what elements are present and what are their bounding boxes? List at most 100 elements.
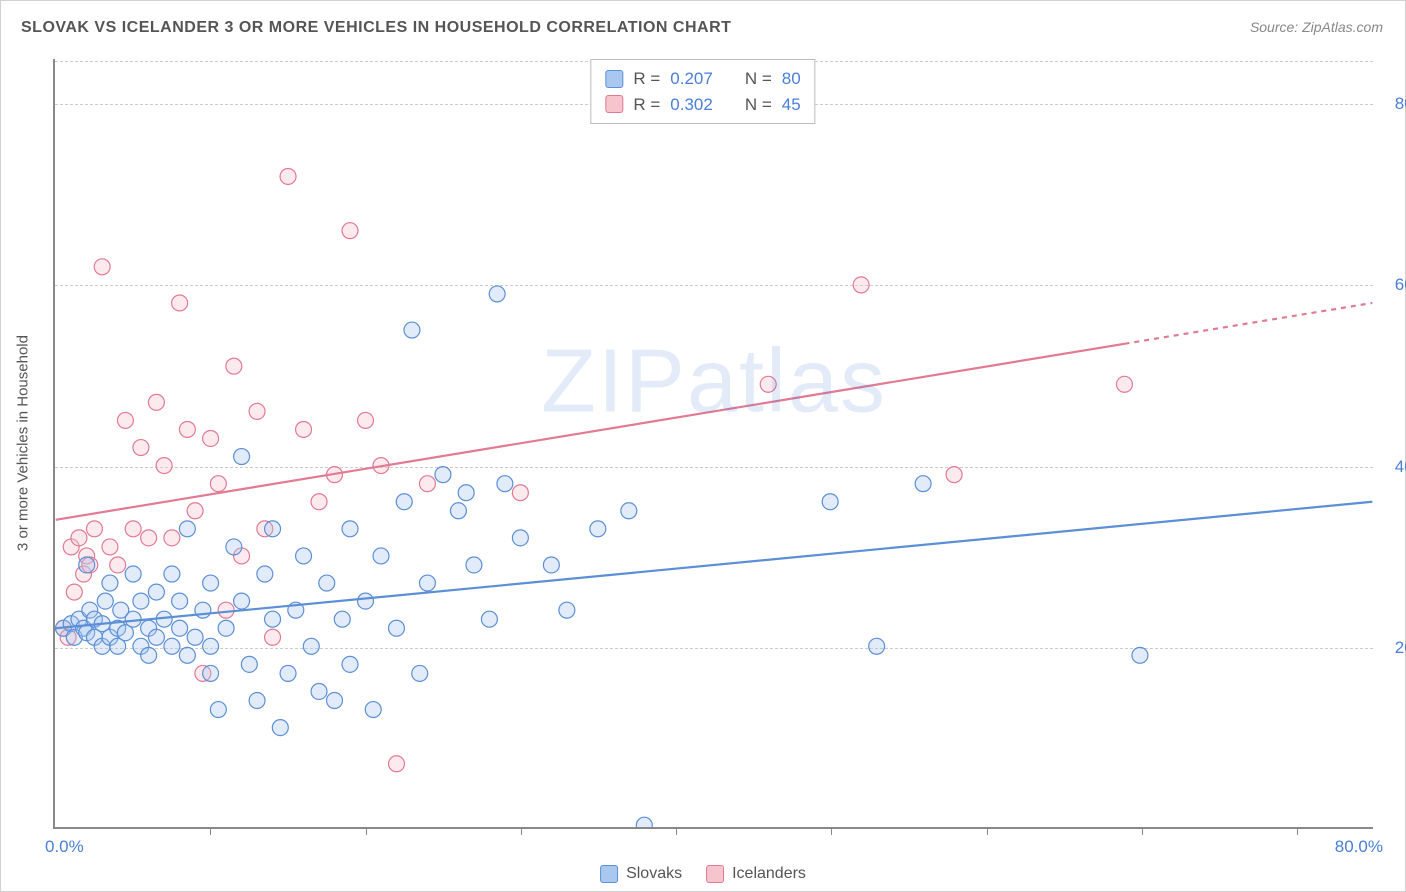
data-point-slovaks <box>404 322 420 338</box>
legend-label-slovaks: Slovaks <box>626 865 682 883</box>
data-point-slovaks <box>358 593 374 609</box>
data-point-icelanders <box>210 476 226 492</box>
x-tick <box>1297 827 1298 835</box>
data-point-slovaks <box>210 702 226 718</box>
data-point-slovaks <box>303 638 319 654</box>
data-point-slovaks <box>450 503 466 519</box>
y-tick-label: 60.0% <box>1383 275 1406 295</box>
data-point-icelanders <box>164 530 180 546</box>
data-point-slovaks <box>234 449 250 465</box>
data-point-slovaks <box>203 665 219 681</box>
data-point-icelanders <box>94 259 110 275</box>
data-point-icelanders <box>512 485 528 501</box>
data-point-slovaks <box>187 629 203 645</box>
data-point-slovaks <box>327 693 343 709</box>
data-point-slovaks <box>97 593 113 609</box>
data-point-slovaks <box>543 557 559 573</box>
source-prefix: Source: <box>1250 19 1302 35</box>
data-point-icelanders <box>342 223 358 239</box>
data-point-icelanders <box>117 412 133 428</box>
x-tick <box>676 827 677 835</box>
data-point-icelanders <box>419 476 435 492</box>
y-axis-label: 3 or more Vehicles in Household <box>15 335 32 551</box>
legend-label-icelanders: Icelanders <box>732 865 806 883</box>
data-point-slovaks <box>164 566 180 582</box>
swatch-icelanders <box>605 95 623 113</box>
legend-item-icelanders: Icelanders <box>706 865 806 883</box>
data-point-slovaks <box>497 476 513 492</box>
data-point-icelanders <box>187 503 203 519</box>
data-point-slovaks <box>458 485 474 501</box>
chart-svg <box>55 59 1373 827</box>
data-point-icelanders <box>946 467 962 483</box>
data-point-slovaks <box>915 476 931 492</box>
data-point-slovaks <box>249 693 265 709</box>
x-tick <box>831 827 832 835</box>
data-point-icelanders <box>141 530 157 546</box>
data-point-icelanders <box>86 521 102 537</box>
data-point-slovaks <box>512 530 528 546</box>
r-value-slovaks: 0.207 <box>670 66 713 92</box>
data-point-slovaks <box>164 638 180 654</box>
data-point-slovaks <box>311 683 327 699</box>
data-point-slovaks <box>412 665 428 681</box>
legend-swatch-icelanders <box>706 865 724 883</box>
bottom-legend: Slovaks Icelanders <box>600 865 806 883</box>
data-point-icelanders <box>853 277 869 293</box>
data-point-icelanders <box>296 421 312 437</box>
data-point-icelanders <box>110 557 126 573</box>
data-point-icelanders <box>388 756 404 772</box>
data-point-icelanders <box>156 458 172 474</box>
r-value-icelanders: 0.302 <box>670 92 713 118</box>
swatch-slovaks <box>605 70 623 88</box>
data-point-icelanders <box>148 394 164 410</box>
data-point-slovaks <box>133 593 149 609</box>
data-point-icelanders <box>172 295 188 311</box>
data-point-slovaks <box>334 611 350 627</box>
legend-swatch-slovaks <box>600 865 618 883</box>
data-point-slovaks <box>342 521 358 537</box>
data-point-slovaks <box>172 593 188 609</box>
data-point-icelanders <box>179 421 195 437</box>
x-max-label: 80.0% <box>1335 837 1383 857</box>
trend-line-dashed-icelanders <box>1124 303 1372 344</box>
source-attribution: Source: ZipAtlas.com <box>1250 19 1383 35</box>
data-point-slovaks <box>466 557 482 573</box>
data-point-slovaks <box>125 566 141 582</box>
data-point-icelanders <box>66 584 82 600</box>
data-point-icelanders <box>226 358 242 374</box>
data-point-slovaks <box>621 503 637 519</box>
stats-row-icelanders: R = 0.302 N = 45 <box>605 92 800 118</box>
data-point-icelanders <box>71 530 87 546</box>
data-point-slovaks <box>396 494 412 510</box>
legend-item-slovaks: Slovaks <box>600 865 682 883</box>
x-tick <box>987 827 988 835</box>
data-point-slovaks <box>590 521 606 537</box>
data-point-slovaks <box>280 665 296 681</box>
data-point-icelanders <box>203 431 219 447</box>
data-point-slovaks <box>319 575 335 591</box>
y-tick-label: 20.0% <box>1383 638 1406 658</box>
data-point-icelanders <box>218 602 234 618</box>
r-label: R = <box>633 66 660 92</box>
data-point-slovaks <box>822 494 838 510</box>
data-point-slovaks <box>342 656 358 672</box>
data-point-icelanders <box>102 539 118 555</box>
data-point-slovaks <box>481 611 497 627</box>
x-tick <box>366 827 367 835</box>
n-value-icelanders: 45 <box>782 92 801 118</box>
data-point-slovaks <box>265 521 281 537</box>
n-label: N = <box>745 66 772 92</box>
source-link[interactable]: ZipAtlas.com <box>1302 19 1383 35</box>
n-value-slovaks: 80 <box>782 66 801 92</box>
y-tick-label: 80.0% <box>1383 94 1406 114</box>
data-point-slovaks <box>148 584 164 600</box>
data-point-slovaks <box>203 638 219 654</box>
data-point-slovaks <box>419 575 435 591</box>
data-point-slovaks <box>203 575 219 591</box>
data-point-slovaks <box>296 548 312 564</box>
chart-title: SLOVAK VS ICELANDER 3 OR MORE VEHICLES I… <box>21 19 731 37</box>
data-point-slovaks <box>257 566 273 582</box>
data-point-slovaks <box>559 602 575 618</box>
data-point-slovaks <box>172 620 188 636</box>
